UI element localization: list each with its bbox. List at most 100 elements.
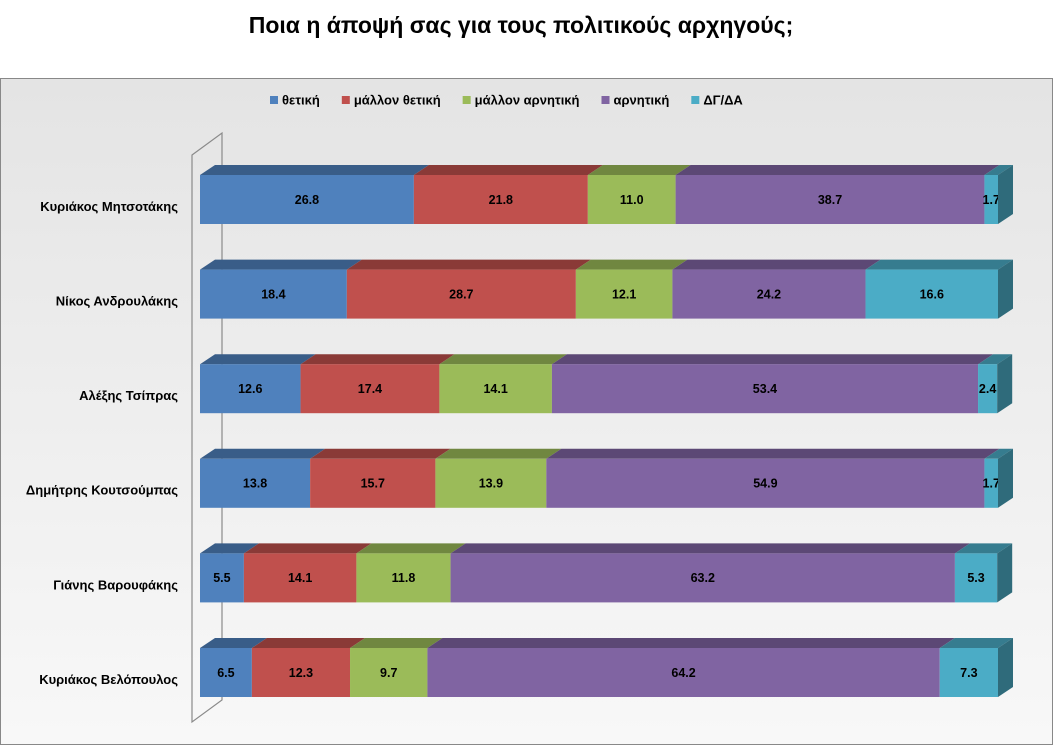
bar-top	[200, 165, 429, 175]
bar-top	[346, 259, 591, 270]
legend-label: μάλλον αρνητική	[475, 92, 580, 107]
bar	[243, 553, 357, 603]
bar	[200, 364, 301, 414]
bar-side	[998, 448, 1013, 508]
value-label: 15.7	[361, 477, 385, 491]
legend-label: μάλλον θετική	[354, 92, 441, 107]
bar-top	[200, 259, 362, 270]
bar	[200, 553, 244, 603]
legend-swatch	[601, 96, 610, 104]
value-label: 14.1	[483, 382, 507, 396]
left-wall	[191, 131, 223, 724]
value-label: 21.8	[489, 193, 513, 207]
bar-top	[450, 543, 970, 554]
bar-top	[672, 259, 881, 270]
value-label: 5.3	[967, 571, 984, 585]
value-label: 7.3	[960, 666, 977, 680]
bar	[575, 269, 673, 319]
value-label: 1.7	[983, 193, 1000, 207]
bar-top	[300, 354, 455, 365]
bar-top	[200, 448, 326, 459]
legend-label: ΔΓ/ΔΑ	[703, 92, 743, 107]
value-label: 12.3	[289, 666, 313, 680]
bar	[450, 553, 955, 603]
bar	[865, 269, 998, 319]
value-label: 6.5	[217, 666, 234, 680]
bar-top	[575, 259, 688, 270]
bar-side	[997, 543, 1013, 603]
chart-title: Ποια η άποψή σας για τους πολιτικούς αρχ…	[249, 12, 794, 38]
bar-top	[435, 448, 562, 459]
bar	[200, 269, 347, 319]
value-label: 13.8	[243, 477, 267, 491]
value-label: 11.0	[620, 193, 644, 207]
bar	[200, 175, 414, 224]
bar	[251, 648, 351, 697]
bar-top	[413, 165, 603, 175]
value-label: 24.2	[757, 287, 781, 301]
legend-swatch	[341, 96, 350, 104]
value-label: 5.5	[213, 571, 230, 585]
value-label: 12.1	[612, 287, 636, 301]
bar-top	[984, 165, 1013, 175]
y-tick-label: Νίκος Ανδρουλάκης	[56, 294, 178, 309]
bar	[551, 364, 979, 414]
bar	[356, 553, 451, 603]
value-label: 14.1	[288, 571, 312, 585]
y-tick-label: Κυριάκος Μητσοτάκης	[40, 199, 178, 214]
bar-side	[998, 165, 1013, 224]
bar-top	[551, 354, 994, 365]
bar-top	[200, 543, 259, 554]
value-label: 53.4	[753, 382, 777, 396]
value-label: 9.7	[380, 666, 397, 680]
bar-side	[998, 638, 1013, 697]
bar-side	[998, 259, 1013, 319]
value-label: 13.9	[479, 477, 503, 491]
bar-top	[310, 448, 451, 459]
bar-top	[984, 448, 1013, 459]
value-label: 28.7	[449, 287, 473, 301]
bar-top	[954, 543, 1013, 554]
legend-swatch	[462, 96, 471, 104]
legend-swatch	[270, 96, 278, 104]
bar	[200, 458, 311, 508]
bar	[413, 175, 588, 224]
bar	[439, 364, 552, 414]
bar-top	[251, 638, 366, 648]
bar	[310, 458, 436, 508]
bar	[984, 458, 998, 508]
bar-top	[546, 448, 1000, 459]
bar	[984, 175, 998, 224]
value-label: 2.4	[979, 382, 996, 396]
bar-top	[356, 543, 466, 554]
bar	[427, 648, 940, 697]
bar	[939, 648, 998, 697]
legend-label: αρνητική	[614, 92, 670, 107]
value-label: 63.2	[691, 571, 715, 585]
value-label: 64.2	[671, 666, 695, 680]
y-tick-label: Δημήτρης Κουτσούμπας	[26, 483, 178, 498]
bar-top	[978, 354, 1013, 365]
bar	[346, 269, 576, 319]
value-label: 1.7	[983, 477, 1000, 491]
bar	[675, 175, 985, 224]
bar	[200, 648, 252, 697]
bar	[546, 458, 985, 508]
legend-label: θετική	[282, 92, 320, 107]
bar-top	[439, 354, 567, 365]
bar	[978, 364, 998, 414]
legend-swatch	[691, 96, 700, 104]
bar-top	[350, 638, 443, 648]
bar	[350, 648, 428, 697]
bar	[435, 458, 547, 508]
bar-top	[200, 354, 316, 365]
bar	[587, 175, 676, 224]
bar-side	[997, 354, 1013, 414]
bar-top	[243, 543, 372, 554]
y-tick-label: Αλέξης Τσίπρας	[79, 388, 178, 403]
bar	[954, 553, 998, 603]
value-label: 17.4	[358, 382, 382, 396]
y-tick-label: Γιάνης Βαρουφάκης	[53, 577, 178, 592]
value-label: 16.6	[920, 287, 944, 301]
